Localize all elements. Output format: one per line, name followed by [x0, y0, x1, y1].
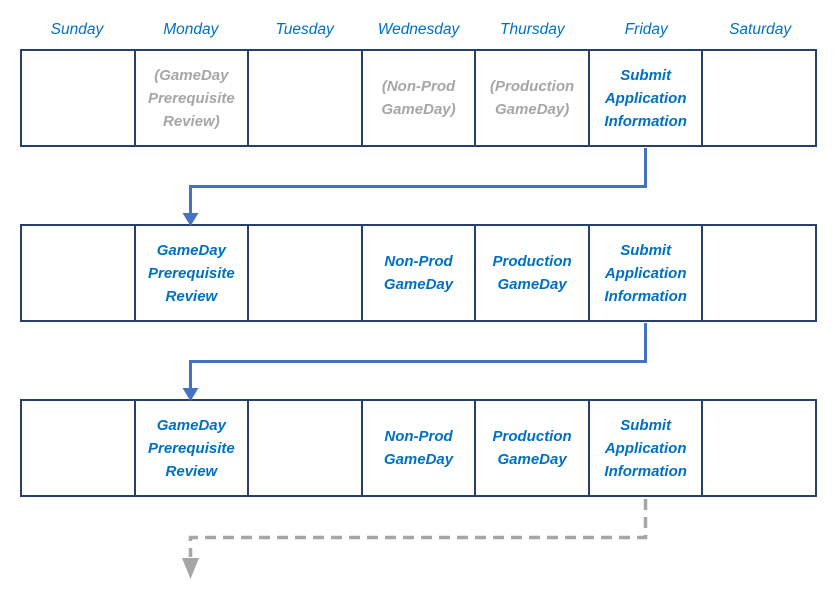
- arrow-line: [189, 148, 647, 215]
- week-row-2: GameDay Prerequisite Review Non-Prod Gam…: [20, 224, 817, 322]
- week2-wednesday-cell: Non-Prod GameDay: [363, 226, 477, 320]
- week2-tuesday-cell: [249, 226, 363, 320]
- arrow-week2-to-week3: [182, 323, 647, 401]
- week3-sunday-cell: [22, 401, 136, 495]
- week3-saturday-cell: [703, 401, 815, 495]
- week2-sunday-cell: [22, 226, 136, 320]
- weekday-label-friday: Friday: [624, 21, 668, 38]
- weekday-header-row: Sunday Monday Tuesday Wednesday Thursday…: [20, 16, 817, 44]
- arrow-dashed-line: [188, 499, 648, 557]
- week2-friday-cell: Submit Application Information: [590, 226, 704, 320]
- week1-thursday-cell: (Production GameDay): [476, 51, 590, 145]
- weekday-label-sunday: Sunday: [50, 21, 104, 38]
- week-row-1: (GameDay Prerequisite Review) (Non-Prod …: [20, 49, 817, 147]
- arrow-week3-continue-dashed: [182, 499, 648, 579]
- week1-tuesday-cell: [249, 51, 363, 145]
- week1-monday-cell: (GameDay Prerequisite Review): [136, 51, 250, 145]
- week3-monday-cell: GameDay Prerequisite Review: [136, 401, 250, 495]
- week1-friday-cell: Submit Application Information: [590, 51, 704, 145]
- week3-tuesday-cell: [249, 401, 363, 495]
- weekday-label-thursday: Thursday: [500, 21, 565, 38]
- arrow-week1-to-week2: [182, 148, 647, 226]
- week1-saturday-cell: [703, 51, 815, 145]
- week1-sunday-cell: [22, 51, 136, 145]
- week2-monday-cell: GameDay Prerequisite Review: [136, 226, 250, 320]
- week2-saturday-cell: [703, 226, 815, 320]
- weekday-label-wednesday: Wednesday: [377, 21, 460, 38]
- week2-thursday-cell: Production GameDay: [476, 226, 590, 320]
- arrow-head-icon: [182, 558, 199, 579]
- weekday-label-saturday: Saturday: [729, 21, 792, 38]
- weekday-label-monday: Monday: [163, 21, 219, 38]
- arrow-line: [189, 323, 647, 390]
- week1-wednesday-cell: (Non-Prod GameDay): [363, 51, 477, 145]
- weekday-label-tuesday: Tuesday: [275, 21, 334, 38]
- week3-friday-cell: Submit Application Information: [590, 401, 704, 495]
- week3-thursday-cell: Production GameDay: [476, 401, 590, 495]
- week-row-3: GameDay Prerequisite Review Non-Prod Gam…: [20, 399, 817, 497]
- week3-wednesday-cell: Non-Prod GameDay: [363, 401, 477, 495]
